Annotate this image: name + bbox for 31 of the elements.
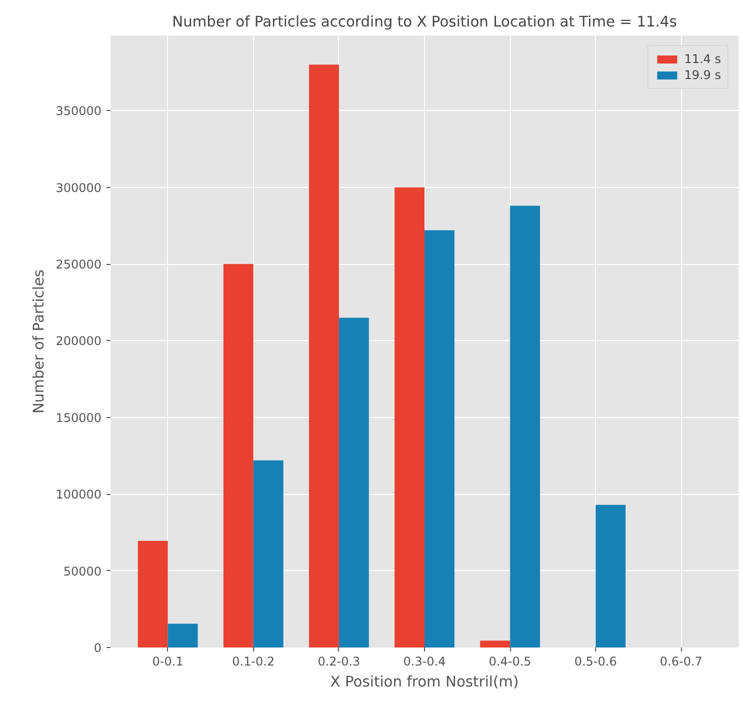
legend-label: 19.9 s	[684, 68, 721, 82]
x-tick-label: 0.5-0.6	[574, 654, 617, 668]
bar	[223, 264, 254, 648]
y-tick-label: 100000	[56, 488, 102, 502]
x-tick-label: 0.6-0.7	[660, 654, 702, 668]
bar	[338, 318, 369, 648]
x-tick-label: 0.2-0.3	[318, 654, 360, 668]
x-tick-label: 0.1-0.2	[232, 654, 275, 668]
y-tick-label: 250000	[56, 258, 102, 272]
bar	[394, 187, 424, 648]
y-tick-label: 200000	[56, 334, 102, 348]
bar	[424, 230, 454, 648]
y-tick-label: 50000	[63, 564, 102, 578]
x-tick-label: 0.3-0.4	[403, 654, 446, 668]
y-tick-label: 300000	[56, 180, 102, 195]
y-tick-label: 150000	[56, 410, 102, 425]
bar	[596, 504, 626, 648]
legend-label: 11.4 s	[684, 52, 721, 66]
y-tick-label: 350000	[56, 104, 102, 118]
y-tick-label: 0	[94, 641, 102, 655]
y-axis-title: Number of Particles	[30, 269, 48, 414]
x-tick-label: 0-0.1	[152, 654, 184, 668]
bar	[168, 624, 198, 648]
bar	[308, 64, 339, 648]
bar	[510, 206, 540, 648]
x-tick-label: 0.4-0.5	[488, 654, 532, 668]
bar	[480, 640, 510, 648]
chart-title: Number of Particles according to X Position Location at Time = 11.4s	[172, 14, 677, 30]
x-axis-title: X Position from Nostril(m)	[330, 674, 519, 690]
bar	[138, 540, 168, 648]
bar	[253, 460, 284, 648]
